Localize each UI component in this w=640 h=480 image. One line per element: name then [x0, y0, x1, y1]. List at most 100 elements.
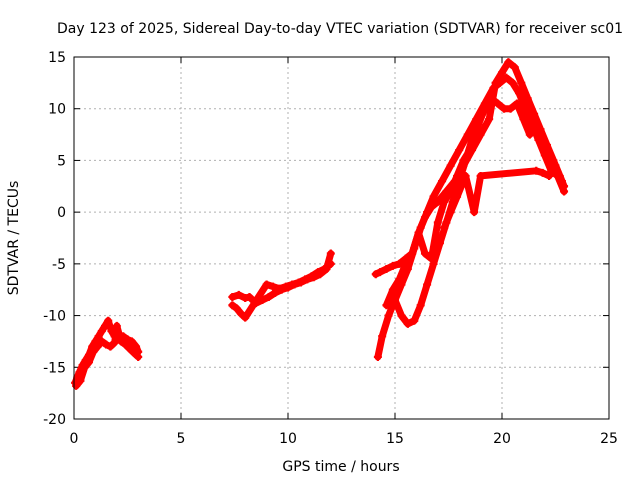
- data-point: [498, 68, 506, 77]
- y-tick-label: 0: [57, 205, 66, 221]
- data-point: [480, 104, 489, 113]
- data-point: [228, 292, 237, 301]
- data-point: [245, 292, 254, 301]
- data-point: [388, 261, 397, 270]
- data-point: [112, 321, 121, 330]
- data-point: [313, 268, 322, 277]
- data-point: [228, 301, 237, 310]
- data-point: [455, 146, 464, 155]
- data-point: [281, 282, 290, 291]
- data-point: [236, 309, 245, 318]
- y-tick-label: -15: [43, 360, 66, 376]
- data-point: [129, 348, 138, 357]
- data-point: [288, 280, 297, 289]
- y-tick-label: 10: [48, 102, 66, 118]
- data-point: [502, 73, 511, 82]
- data-point: [326, 249, 335, 258]
- series-track-6: [374, 74, 568, 361]
- data-point: [382, 301, 391, 310]
- series-group-8: [382, 135, 481, 310]
- data-point: [560, 187, 569, 196]
- series-group-2: [72, 321, 143, 390]
- data-point: [476, 171, 485, 180]
- data-point: [433, 218, 442, 227]
- data-point: [506, 104, 515, 113]
- data-point: [294, 278, 303, 287]
- data-point: [540, 151, 549, 160]
- data-point: [410, 316, 419, 325]
- data-point: [93, 342, 102, 351]
- data-point: [301, 275, 310, 284]
- data-point: [440, 223, 449, 232]
- data-point: [485, 115, 494, 124]
- data-point: [416, 301, 425, 310]
- data-point: [423, 280, 432, 289]
- y-tick-label: 5: [57, 153, 66, 169]
- data-point: [232, 304, 241, 313]
- data-point: [508, 78, 517, 87]
- data-point: [525, 130, 534, 139]
- data-point: [125, 344, 134, 353]
- series-group-9: [440, 161, 566, 232]
- data-point: [446, 161, 455, 170]
- data-point: [378, 332, 387, 341]
- x-tick-label: 25: [600, 431, 618, 447]
- data-point: [80, 363, 89, 372]
- data-point: [446, 208, 455, 217]
- x-tick-label: 0: [70, 431, 79, 447]
- data-point: [427, 254, 436, 263]
- data-point: [408, 249, 417, 258]
- data-point: [446, 187, 455, 196]
- series-group-4: [228, 259, 335, 322]
- x-tick-label: 15: [386, 431, 404, 447]
- chart-title: Day 123 of 2025, Sidereal Day-to-day VTE…: [57, 21, 623, 37]
- data-point: [487, 94, 496, 103]
- data-point: [459, 156, 468, 165]
- data-point: [384, 311, 393, 320]
- data-point: [326, 259, 335, 268]
- data-point: [495, 78, 504, 87]
- data-point: [102, 340, 111, 349]
- data-point: [97, 327, 106, 336]
- data-point: [101, 321, 110, 330]
- data-point: [472, 135, 481, 144]
- data-point: [504, 58, 513, 67]
- data-point: [465, 146, 474, 155]
- x-tick-label: 20: [493, 431, 511, 447]
- data-point: [117, 337, 126, 346]
- data-point: [395, 275, 404, 284]
- data-point: [307, 272, 316, 281]
- data-point: [474, 120, 483, 129]
- y-tick-label: -20: [43, 412, 66, 428]
- data-point: [127, 337, 136, 346]
- data-point: [429, 192, 438, 201]
- plot-frame: [73, 56, 610, 420]
- data-point: [517, 78, 526, 87]
- data-point: [532, 166, 541, 175]
- data-point: [493, 99, 502, 108]
- data-point: [515, 89, 524, 98]
- data-point: [470, 208, 479, 217]
- data-point: [403, 319, 412, 328]
- data-point: [538, 168, 547, 177]
- data-point: [371, 270, 380, 279]
- data-point: [489, 84, 498, 93]
- y-tick-label: 15: [48, 50, 66, 66]
- data-point: [519, 115, 528, 124]
- data-point: [72, 381, 81, 390]
- y-axis-ticks: -20 -15 -10 -5 0 5 10 15: [43, 50, 609, 428]
- data-point: [84, 358, 93, 367]
- y-tick-label: -5: [52, 257, 66, 273]
- data-point: [76, 376, 85, 385]
- data-point: [512, 99, 521, 108]
- data-point: [106, 342, 115, 351]
- data-point: [401, 259, 410, 268]
- x-tick-label: 5: [177, 431, 186, 447]
- x-axis-label: GPS time / hours: [282, 459, 399, 475]
- data-point: [457, 182, 466, 191]
- y-axis-label: SDTVAR / TECUs: [6, 181, 22, 296]
- data-point: [275, 284, 284, 293]
- y-tick-label: -10: [43, 309, 66, 325]
